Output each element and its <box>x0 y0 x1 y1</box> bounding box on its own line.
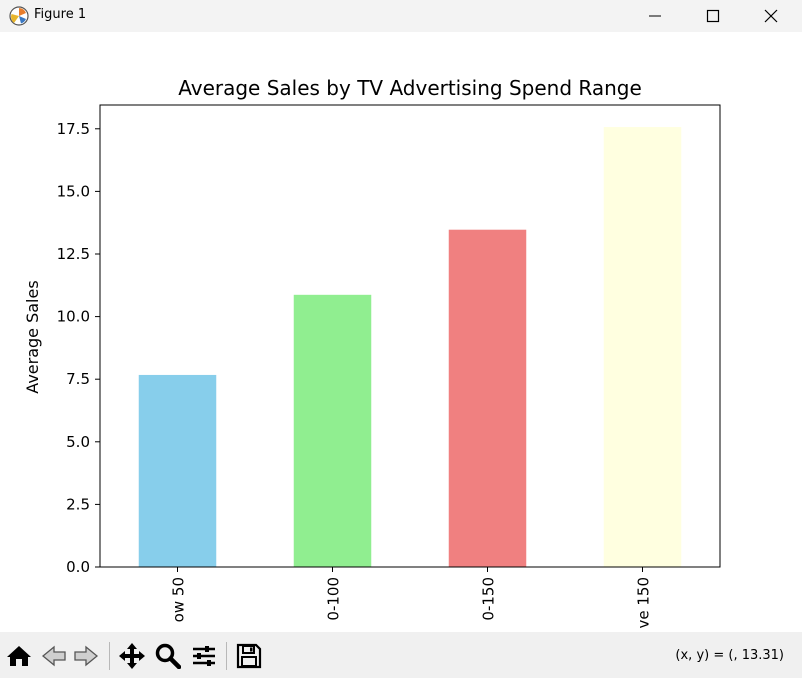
x-tick-label: 0-100 <box>325 577 343 621</box>
bar-3 <box>603 127 682 568</box>
x-ticks-group: ow 50 0-100 0-150 ve 150 <box>170 567 653 629</box>
y-tick-label: 0.0 <box>66 558 90 576</box>
minimize-icon <box>649 15 661 17</box>
maximize-button[interactable] <box>684 0 742 32</box>
axes-frame <box>99 104 721 568</box>
zoom-button[interactable] <box>154 643 182 669</box>
y-tick-label: 12.5 <box>57 245 90 263</box>
pan-button[interactable] <box>118 643 146 669</box>
figure-canvas[interactable]: Average Sales by TV Advertising Spend Ra… <box>0 32 802 632</box>
back-button[interactable] <box>40 643 68 669</box>
cursor-coordinates: (x, y) = (, 13.31) <box>675 648 784 663</box>
y-tick-label: 7.5 <box>66 370 90 388</box>
pan-move-icon <box>119 643 145 669</box>
configure-subplots-icon <box>193 646 215 666</box>
zoom-magnifier-icon <box>155 643 181 669</box>
maximize-icon <box>706 9 720 23</box>
save-button[interactable] <box>235 643 263 669</box>
navigation-toolbar: (x, y) = (, 13.31) <box>0 632 802 678</box>
y-tick-label: 10.0 <box>57 308 90 326</box>
home-button[interactable] <box>5 643 33 669</box>
bar-1 <box>293 294 372 567</box>
forward-arrow-icon <box>74 645 99 667</box>
window-title: Figure 1 <box>34 7 87 22</box>
y-tick-label: 5.0 <box>66 433 90 451</box>
y-axis-label: Average Sales <box>23 280 42 393</box>
chart-title: Average Sales by TV Advertising Spend Ra… <box>178 76 642 100</box>
save-disk-icon <box>236 643 262 669</box>
y-tick-label: 17.5 <box>57 120 90 138</box>
bar-0 <box>138 374 217 567</box>
x-tick-label: ve 150 <box>635 577 653 629</box>
bars-group <box>138 127 682 568</box>
bar-2 <box>448 229 527 567</box>
y-ticks-group: 0.0 2.5 5.0 7.5 10.0 12.5 15.0 17.5 <box>57 120 100 576</box>
matplotlib-logo-icon <box>9 6 29 26</box>
y-tick-label: 15.0 <box>57 182 90 200</box>
close-button[interactable] <box>742 0 800 32</box>
x-tick-label: ow 50 <box>170 577 188 622</box>
toolbar-separator <box>226 642 227 670</box>
forward-button[interactable] <box>72 643 100 669</box>
toolbar-separator <box>109 642 110 670</box>
close-icon <box>764 9 778 23</box>
home-icon <box>7 646 31 666</box>
minimize-button[interactable] <box>626 0 684 32</box>
back-arrow-icon <box>41 645 66 667</box>
bar-chart: Average Sales by TV Advertising Spend Ra… <box>23 76 721 629</box>
y-tick-label: 2.5 <box>66 495 90 513</box>
configure-subplots-button[interactable] <box>190 643 218 669</box>
window-titlebar: Figure 1 <box>0 0 802 32</box>
x-tick-label: 0-150 <box>480 577 498 621</box>
